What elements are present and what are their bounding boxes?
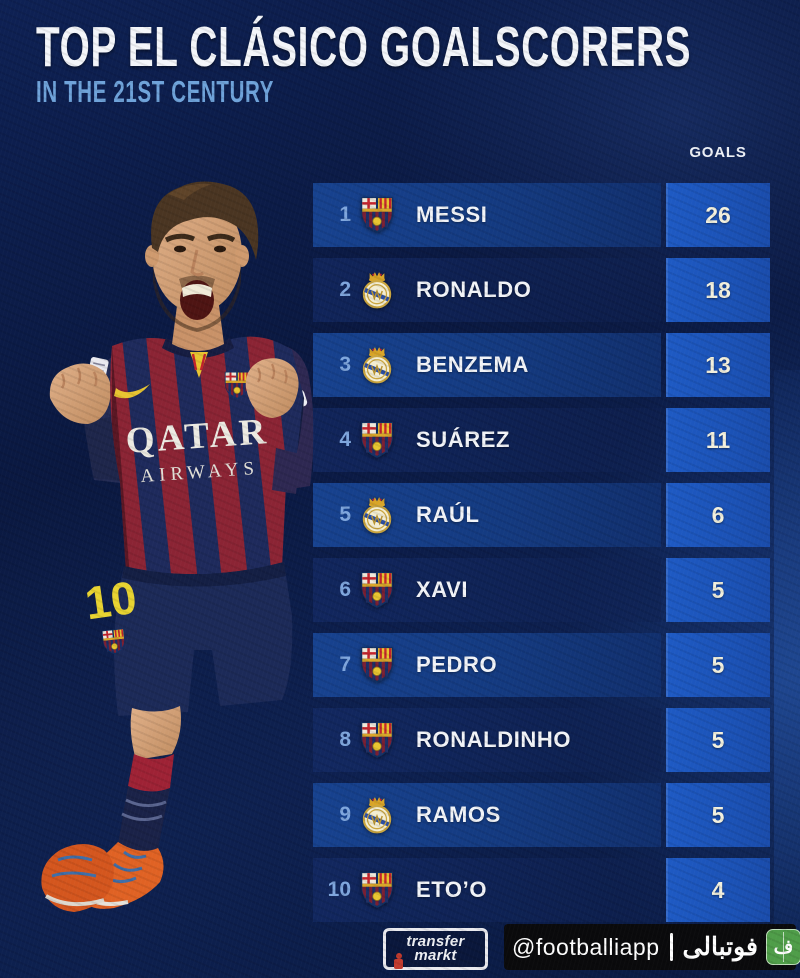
messi-figure: be	[41, 181, 314, 912]
transfermarkt-line2: markt	[414, 947, 457, 964]
footballi-brand-name: فوتبالی	[682, 933, 758, 961]
page-subtitle: IN THE 21ST CENTURY	[36, 73, 275, 109]
messi-photo: be	[41, 181, 314, 912]
goals-value: 6	[711, 501, 725, 528]
player-cell: 6 XAVI	[313, 558, 661, 622]
goals-value: 5	[711, 576, 725, 603]
player-cell: 10 ETO’O	[313, 858, 661, 922]
player-cell: 9 RAMOS	[313, 783, 661, 847]
goals-column-header: GOALS	[689, 144, 747, 161]
goals-cell: 5	[666, 558, 770, 622]
real-madrid-crest-icon	[360, 495, 394, 535]
real-madrid-crest-icon	[360, 795, 394, 835]
rank-label: 8	[339, 728, 351, 751]
table-row: 9 RAMOS 5	[313, 783, 770, 847]
shorts-number: 10	[82, 571, 140, 630]
rank-label: 4	[339, 428, 351, 451]
goals-cell: 13	[666, 333, 770, 397]
transfermarkt-logo: transfer markt	[383, 928, 488, 970]
goals-value: 5	[711, 801, 725, 828]
messi-knee	[130, 706, 181, 760]
player-cell: 5 RAÚL	[313, 483, 661, 547]
player-name: BENZEMA	[416, 352, 529, 377]
player-name: RONALDO	[416, 277, 532, 302]
goals-cell: 5	[666, 783, 770, 847]
rank-label: 1	[339, 203, 351, 226]
goals-value: 11	[705, 426, 731, 453]
goals-value: 13	[705, 351, 731, 378]
player-name: RAMOS	[416, 802, 501, 827]
table-row: 7 PEDRO 5	[313, 633, 770, 697]
player-name: RAÚL	[416, 502, 480, 527]
goals-value: 18	[705, 276, 731, 303]
social-handle: @footballiapp	[512, 933, 660, 960]
player-name: XAVI	[416, 577, 469, 602]
footballi-badge: @footballiapp فوتبالی ف	[504, 924, 800, 970]
table-row: 5 RAÚL 6	[313, 483, 770, 547]
player-name: RONALDINHO	[416, 727, 572, 752]
rank-label: 3	[339, 353, 351, 376]
real-madrid-crest-icon	[360, 270, 394, 310]
transfermarkt-mascot-icon	[394, 953, 403, 969]
player-cell: 8 RONALDINHO	[313, 708, 661, 772]
right-edge-glow	[774, 370, 800, 930]
table-row: 4 SUÁREZ 11	[313, 408, 770, 472]
rank-label: 5	[339, 503, 351, 526]
goals-cell: 11	[666, 408, 770, 472]
footballi-letter: ف	[773, 936, 794, 958]
ranking-list: 1 MESSI 26 2 RONALDO 18 3 BENZEMA	[313, 183, 770, 922]
table-row: 1 MESSI 26	[313, 183, 770, 247]
player-cell: 3 BENZEMA	[313, 333, 661, 397]
barcelona-crest-icon	[360, 420, 394, 460]
barcelona-crest-icon	[360, 870, 394, 910]
barcelona-crest-icon	[360, 570, 394, 610]
footballi-logo-icon: ف	[765, 929, 800, 965]
goals-value: 26	[705, 201, 731, 228]
svg-text:QATAR: QATAR	[124, 411, 270, 462]
qatar-sponsor-text: QATAR AIRWAYS	[124, 411, 270, 487]
goals-cell: 6	[666, 483, 770, 547]
player-name: SUÁREZ	[416, 427, 511, 452]
player-cell: 4 SUÁREZ	[313, 408, 661, 472]
table-row: 10 ETO’O 4	[313, 858, 770, 922]
real-madrid-crest-icon	[360, 345, 394, 385]
player-name: PEDRO	[416, 652, 498, 677]
player-name: MESSI	[416, 202, 488, 227]
rank-label: 7	[339, 653, 351, 676]
messi-hair	[151, 181, 259, 260]
goals-value: 5	[711, 651, 725, 678]
player-cell: 1 MESSI	[313, 183, 661, 247]
player-name: ETO’O	[416, 877, 488, 902]
rank-label: 10	[327, 878, 351, 901]
barcelona-chest-crest-icon	[224, 370, 250, 401]
goals-value: 4	[711, 876, 725, 903]
player-cell: 7 PEDRO	[313, 633, 661, 697]
divider-bar	[669, 933, 673, 961]
goals-cell: 26	[666, 183, 770, 247]
goals-cell: 18	[666, 258, 770, 322]
goals-cell: 5	[666, 633, 770, 697]
rank-label: 9	[339, 803, 351, 826]
table-row: 3 BENZEMA 13	[313, 333, 770, 397]
transfermarkt-line1: transfer	[406, 932, 465, 950]
rank-label: 6	[339, 578, 351, 601]
table-row: 6 XAVI 5	[313, 558, 770, 622]
player-cell: 2 RONALDO	[313, 258, 661, 322]
barcelona-crest-icon	[360, 720, 394, 760]
rank-label: 2	[339, 278, 351, 301]
barcelona-crest-icon	[360, 645, 394, 685]
barcelona-crest-icon	[360, 195, 394, 235]
goals-cell: 5	[666, 708, 770, 772]
goals-cell: 4	[666, 858, 770, 922]
table-row: 2 RONALDO 18	[313, 258, 770, 322]
page-title: TOP EL CLÁSICO GOALSCORERS	[36, 15, 692, 79]
goals-value: 5	[711, 726, 725, 753]
table-row: 8 RONALDINHO 5	[313, 708, 770, 772]
nike-swoosh-icon	[114, 384, 150, 399]
